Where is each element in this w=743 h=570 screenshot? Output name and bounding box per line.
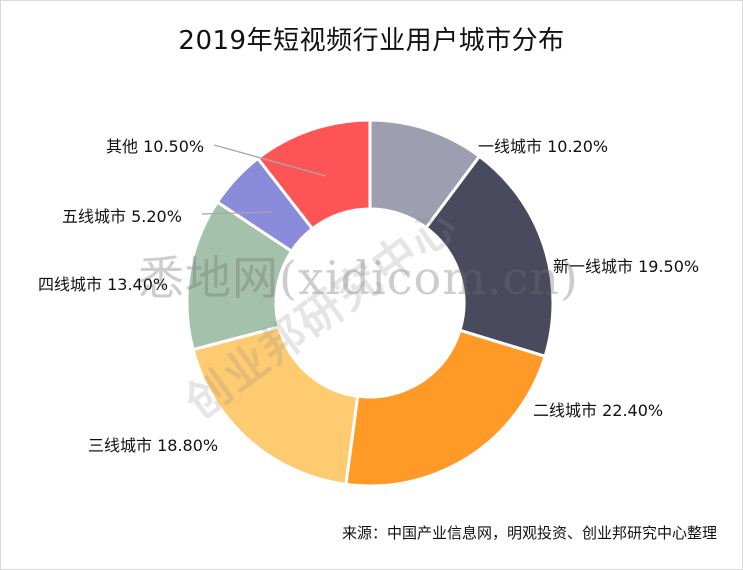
- donut-slices: [185, 118, 555, 488]
- slice-2: [424, 154, 555, 359]
- slice-label-4: 三线城市 18.80%: [88, 436, 218, 455]
- watermark-xidi: 悉地网(xidicom.cn): [138, 251, 579, 305]
- slice-label-3: 二线城市 22.40%: [533, 401, 663, 420]
- leader-lines: [201, 144, 327, 215]
- slice-label-7: 其他 10.50%: [106, 137, 204, 156]
- slice-label-5: 四线城市 13.40%: [38, 275, 168, 294]
- leader-line-6: [201, 211, 273, 215]
- slice-3: [344, 328, 547, 488]
- slice-7: [255, 118, 372, 231]
- chart-title: 2019年短视频行业用户城市分布: [178, 26, 565, 56]
- slice-label-1: 一线城市 10.20%: [478, 137, 608, 156]
- slice-label-2: 新一线城市 19.50%: [553, 257, 699, 276]
- source-note: 来源：中国产业信息网，明观投资、创业邦研究中心整理: [341, 524, 717, 542]
- slice-label-6: 五线城市 5.20%: [62, 207, 182, 226]
- leader-line-7: [213, 144, 327, 177]
- slice-4: [191, 325, 360, 487]
- slice-labels: 一线城市 10.20% 新一线城市 19.50% 二线城市 22.40% 三线城市 1…: [38, 137, 699, 455]
